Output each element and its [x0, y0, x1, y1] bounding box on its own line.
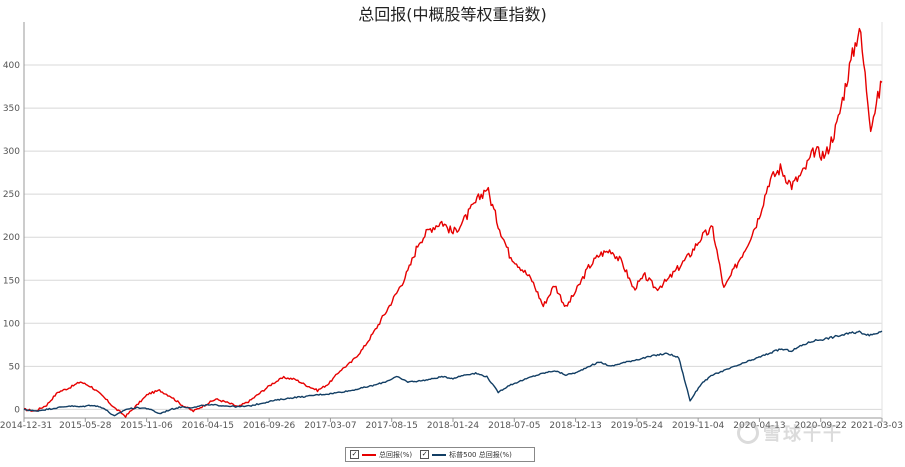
- x-tick-label: 2021-03-03: [851, 421, 903, 431]
- series-line-sp500: [23, 330, 883, 417]
- y-tick-label: 200: [3, 233, 20, 243]
- watermark-text: 雪球千千: [763, 424, 843, 445]
- series-line-total-return: [23, 27, 883, 418]
- y-tick-label: 350: [3, 104, 20, 114]
- y-tick-label: 0: [14, 405, 20, 415]
- x-tick-label: 2019-05-24: [611, 421, 664, 431]
- legend-swatch-navy: [432, 453, 447, 456]
- x-tick-label: 2015-11-06: [120, 421, 173, 431]
- x-tick-label: 2018-07-05: [488, 421, 540, 431]
- legend-label: 总回报(%): [379, 450, 413, 459]
- checkbox-icon[interactable]: ✓: [420, 450, 430, 459]
- y-tick-label: 150: [3, 276, 20, 286]
- x-tick-label: 2019-11-04: [672, 421, 725, 431]
- snowball-logo-icon: [737, 422, 759, 444]
- x-tick-label: 2017-03-07: [304, 421, 356, 431]
- axes: [23, 22, 883, 422]
- grid-lines: [24, 64, 882, 410]
- legend: ✓ 总回报(%) ✓ 标普500 总回报(%): [345, 447, 535, 462]
- x-tick-label: 2015-05-28: [59, 421, 112, 431]
- x-tick-label: 2020-04-13: [733, 421, 785, 431]
- y-tick-labels: 0 50 100 150 200 250 300 350 400: [3, 61, 20, 415]
- y-tick-label: 100: [3, 319, 20, 329]
- y-tick-label: 300: [3, 147, 20, 157]
- series-lines: [23, 27, 883, 418]
- x-tick-label: 2016-09-26: [243, 421, 296, 431]
- chart-title: 总回报(中概股等权重指数): [358, 5, 547, 24]
- y-tick-label: 50: [9, 362, 21, 372]
- y-tick-label: 400: [3, 61, 20, 71]
- x-tick-label: 2020-09-22: [795, 421, 847, 431]
- x-tick-label: 2016-04-15: [182, 421, 234, 431]
- x-tick-label: 2018-12-13: [549, 421, 601, 431]
- watermark: 雪球千千: [737, 420, 843, 446]
- legend-item-sp500-return[interactable]: ✓ 标普500 总回报(%): [420, 450, 512, 460]
- x-tick-labels: 2014-12-31 2015-05-28 2015-11-06 2016-04-15…: [0, 421, 903, 431]
- y-tick-label: 250: [3, 190, 20, 200]
- legend-swatch-red: [362, 453, 376, 456]
- legend-item-total-return[interactable]: ✓ 总回报(%): [350, 450, 412, 460]
- x-tick-label: 2014-12-31: [0, 421, 52, 431]
- x-tick-label: 2018-01-24: [427, 421, 480, 431]
- checkbox-icon[interactable]: ✓: [350, 450, 359, 459]
- legend-label: 标普500 总回报(%): [449, 450, 512, 459]
- x-tick-label: 2017-08-15: [366, 421, 418, 431]
